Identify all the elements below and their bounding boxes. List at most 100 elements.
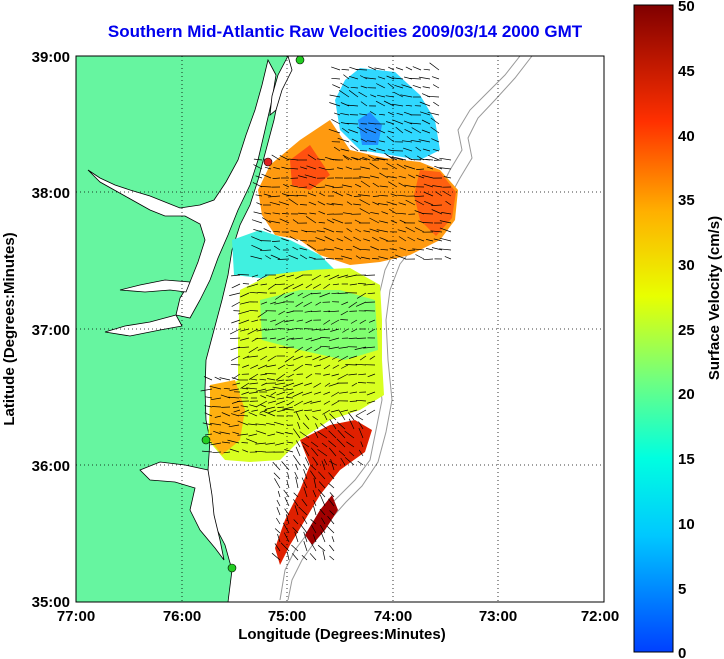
radar-site-marker xyxy=(201,435,211,445)
velocity-arrow xyxy=(204,405,213,408)
velocity-arrow xyxy=(314,364,322,367)
velocity-arrow xyxy=(338,450,346,457)
velocity-arrow xyxy=(359,208,371,215)
velocity-arrow xyxy=(332,355,340,360)
velocity-arrow xyxy=(331,391,340,397)
velocity-arrow xyxy=(249,404,258,408)
velocity-arrow xyxy=(399,219,407,224)
velocity-arrow xyxy=(241,387,249,390)
velocity-arrow xyxy=(308,256,317,260)
velocity-arrow xyxy=(349,409,358,413)
velocity-arrow xyxy=(283,283,295,290)
velocity-arrow xyxy=(327,515,335,525)
velocity-arrow xyxy=(329,460,337,466)
velocity-arrow xyxy=(318,166,326,170)
velocity-arrow xyxy=(241,391,250,395)
velocity-arrow xyxy=(329,510,335,516)
velocity-arrow xyxy=(414,195,425,197)
velocity-arrow xyxy=(346,441,355,448)
velocity-arrow xyxy=(264,406,276,410)
velocity-arrow xyxy=(253,164,263,170)
x-tick-label: 74:00 xyxy=(374,608,412,625)
velocity-arrow xyxy=(223,451,231,454)
velocity-arrow xyxy=(393,91,404,98)
velocity-arrow xyxy=(292,246,299,251)
velocity-arrow xyxy=(260,301,268,305)
velocity-arrow xyxy=(219,431,231,435)
velocity-arrow xyxy=(391,156,404,161)
velocity-arrow xyxy=(418,220,425,224)
velocity-arrow xyxy=(249,291,259,294)
velocity-arrow xyxy=(281,213,290,215)
velocity-arrow xyxy=(423,68,431,71)
velocity-arrow xyxy=(316,230,326,233)
velocity-arrow xyxy=(328,382,340,387)
velocity-arrow xyxy=(291,337,304,340)
velocity-arrow xyxy=(336,438,346,448)
velocity-arrow xyxy=(356,337,367,339)
velocity-arrow xyxy=(313,477,317,489)
velocity-arrow xyxy=(319,524,326,534)
velocity-arrow xyxy=(302,516,308,525)
velocity-arrow xyxy=(379,185,389,188)
velocity-arrow xyxy=(337,167,344,170)
velocity-arrow xyxy=(370,175,380,179)
velocity-arrow xyxy=(409,78,422,80)
velocity-arrow xyxy=(343,236,353,242)
velocity-arrow xyxy=(278,346,286,349)
velocity-arrow xyxy=(383,100,395,107)
velocity-arrow xyxy=(287,472,290,480)
velocity-arrow xyxy=(366,140,377,143)
velocity-arrow xyxy=(276,391,286,396)
velocity-arrow xyxy=(421,119,431,125)
velocity-arrow xyxy=(310,524,317,534)
velocity-arrow xyxy=(323,459,328,466)
velocity-arrow xyxy=(354,183,362,188)
velocity-arrow xyxy=(231,274,241,277)
velocity-arrow xyxy=(317,544,326,552)
velocity-arrow xyxy=(265,442,276,445)
velocity-arrow xyxy=(273,230,281,233)
velocity-arrow xyxy=(341,364,349,369)
velocity-arrow xyxy=(411,127,422,134)
velocity-arrow xyxy=(304,414,310,421)
velocity-arrow xyxy=(284,497,290,507)
velocity-arrow xyxy=(347,104,359,107)
velocity-arrow xyxy=(281,238,290,242)
velocity-arrow xyxy=(324,156,335,161)
velocity-arrow xyxy=(379,172,389,179)
velocity-arrow xyxy=(326,203,335,206)
velocity-arrow xyxy=(363,283,376,286)
velocity-arrow xyxy=(204,412,213,417)
velocity-arrow xyxy=(353,236,362,242)
velocity-arrow xyxy=(380,249,389,251)
velocity-arrow xyxy=(340,148,350,152)
velocity-arrow xyxy=(301,442,310,448)
velocity-arrow xyxy=(281,166,290,170)
velocity-arrow xyxy=(287,364,295,367)
velocity-arrow xyxy=(268,409,277,414)
velocity-arrow xyxy=(231,413,240,417)
velocity-arrow xyxy=(332,190,344,197)
velocity-arrow xyxy=(432,185,443,188)
velocity-arrow xyxy=(255,175,263,179)
velocity-arrow xyxy=(412,84,422,89)
grid-lines xyxy=(76,56,604,602)
velocity-arrow xyxy=(323,364,331,370)
velocity-arrow xyxy=(358,91,368,98)
velocity-arrow xyxy=(282,522,290,534)
velocity-arrow xyxy=(394,84,404,89)
velocity-arrow xyxy=(273,245,281,251)
velocity-arrow xyxy=(322,550,326,561)
x-tick-label: 77:00 xyxy=(57,608,95,625)
velocity-arrow xyxy=(405,199,416,206)
velocity-arrow xyxy=(346,228,353,233)
velocity-arrow xyxy=(269,201,281,206)
velocity-arrow xyxy=(330,458,335,471)
velocity-arrow xyxy=(338,346,349,349)
velocity-arrow xyxy=(388,66,395,71)
velocity-arrow xyxy=(404,128,413,134)
velocity-arrow xyxy=(363,238,371,242)
velocity-arrow xyxy=(432,148,440,152)
velocity-arrow xyxy=(240,292,250,298)
